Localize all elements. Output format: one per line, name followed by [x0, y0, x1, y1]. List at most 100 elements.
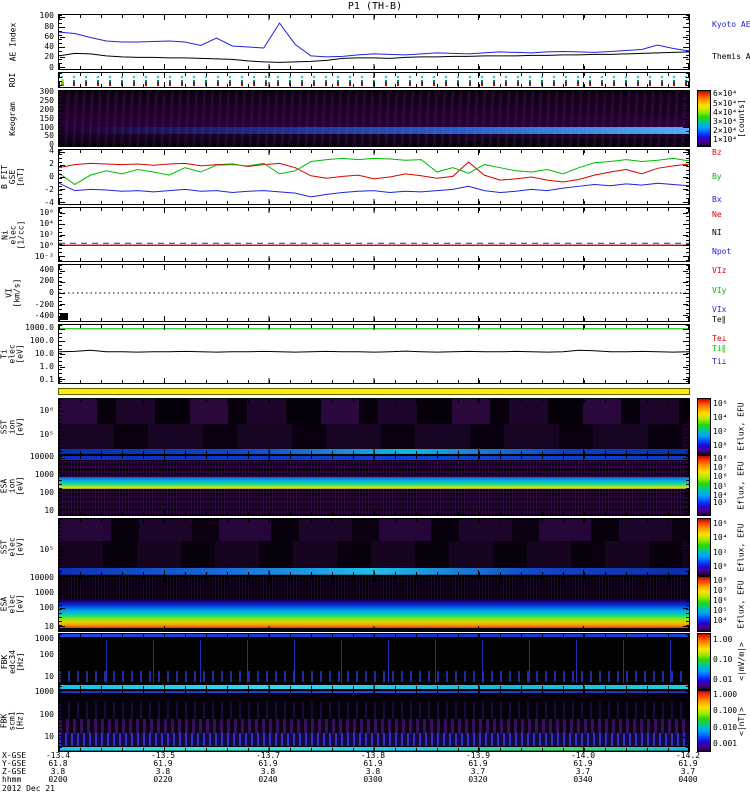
- ae-ytick-label-4: 20: [44, 52, 54, 62]
- y-major-tick-right-3: [683, 46, 688, 48]
- temp-ytick-label-3: 1.0: [39, 362, 54, 372]
- x-major-ticks-bottom: [59, 141, 689, 146]
- bottom-axis-value-x-2: -13.7: [255, 751, 281, 760]
- bottom-axis-value-x-3: -13.8: [360, 751, 386, 760]
- sst_ion-colorbar-unit-wrap: Eflux, EFU: [735, 398, 748, 455]
- bottom-axis: X-GSE -13.4 -13.5 -13.7 -13.8 -13.9 -14.0 -14.2…: [0, 752, 750, 800]
- esa_elec-spectrogram: [59, 577, 689, 631]
- sst_ion-plot-box: [58, 398, 690, 455]
- fbk_b-colorbar-unit: <|nT|>: [737, 706, 746, 736]
- y-minor-ticks-right: [686, 399, 689, 454]
- x-major-ticks-bottom: [59, 256, 689, 261]
- x-major-ticks-bottom: [59, 316, 689, 321]
- bottom-axis-row-label-hhmm: hhmm: [2, 775, 22, 784]
- sst_ion-colorbar-tick-1: 10⁴: [713, 412, 728, 422]
- panel-sst_elec: SST elec [eV] 10⁵ 10⁶ 10⁴ 10² 10⁰ Eflux, EFU: [0, 518, 750, 576]
- vi-ytick-label-1: 200: [39, 276, 54, 286]
- y-major-tick-right-0: [683, 152, 688, 154]
- y-major-tick-left-0: [60, 17, 65, 19]
- y-major-tick-left-3: [60, 46, 65, 48]
- temp-ytick-label-4: 0.1: [39, 375, 54, 385]
- panel-sst_ion: SST ion [eV] 10⁶ 10⁵ 10⁶ 10⁴ 10² 10⁰ Eflux, EFU: [0, 398, 750, 455]
- sst_elec-plot-box: [58, 518, 690, 576]
- bottom-axis-value-z-3: 3.8: [365, 767, 381, 776]
- y-major-tick-left-5: [60, 66, 65, 68]
- y-minor-ticks-left: [59, 577, 62, 631]
- keogram-colorbar-tick-1: 5×10⁴: [713, 98, 738, 108]
- ni-legend-label-1: NI: [712, 227, 722, 237]
- x-major-ticks-bottom: [59, 199, 689, 204]
- sst_ion-colorbar-unit: Eflux, EFU: [737, 402, 747, 451]
- fbk_e-spectrogram: [59, 634, 689, 689]
- y-minor-ticks-right: [686, 73, 689, 87]
- esa_elec-plot-box: [58, 576, 690, 632]
- esa_elec-ytick-label-3: 10: [44, 621, 54, 631]
- sst_elec-colorbar-tick-2: 10²: [713, 547, 728, 557]
- bottom-axis-value-z-0: 3.8: [50, 767, 66, 776]
- bottom-axis-value-y-2: 61.9: [258, 759, 278, 768]
- x-major-ticks-top: [59, 73, 689, 78]
- y-minor-ticks-left: [59, 399, 62, 454]
- sst_elec-colorbar-unit-wrap: Eflux, EFU: [735, 518, 748, 576]
- x-major-ticks-top: [59, 519, 689, 524]
- y-major-tick-right-2: [683, 293, 688, 294]
- esa_ion-spectrogram: [59, 456, 689, 515]
- y-major-tick-left-3: [60, 189, 65, 191]
- sst_elec-colorbar-tick-0: 10⁶: [713, 518, 728, 528]
- sst_ion-ytick-label-0: 10⁶: [39, 405, 54, 415]
- y-major-tick-right-2: [683, 676, 688, 678]
- bottom-axis-row-label-x: X-GSE: [2, 751, 27, 760]
- temp-legend-label-1: Te⊥: [712, 334, 727, 344]
- y-major-tick-left-0: [60, 213, 65, 215]
- bottom-axis-value-x-1: -13.5: [150, 751, 176, 760]
- roi-y-axis-title-text: ROI: [7, 72, 17, 88]
- esa_ion-colorbar-tick-0: 10⁸: [713, 454, 728, 464]
- y-major-tick-right-1: [683, 593, 688, 595]
- y-major-tick-right-4: [683, 315, 688, 317]
- panel-fbk_e: FBK edc34 [Hz] 1000 100 10 1.00 0.10 0.01 <|mV/…: [0, 633, 750, 690]
- x-major-ticks-bottom: [59, 378, 689, 383]
- y-major-tick-right-2: [683, 493, 688, 495]
- ae-legend-label-1: Themis AE: [712, 52, 750, 61]
- bottom-axis-row-label-z: Z-GSE: [2, 767, 27, 776]
- series-line: [59, 349, 689, 353]
- x-major-ticks-top: [59, 456, 689, 461]
- sst_elec-colorbar-tick-3: 10⁰: [713, 562, 728, 572]
- esa_ion-colorbar-tick-4: 10⁴: [713, 490, 728, 500]
- panel-temp: Ti elec [eV] 1000.0 100.0 10.0 1.0 0.1 Te∥ Te⊥ T…: [0, 315, 750, 385]
- y-major-tick-right-1: [683, 715, 688, 716]
- series-line: [59, 22, 689, 58]
- bottom-axis-value-z-5: 3.7: [575, 767, 591, 776]
- ni-ytick-label-0: 10⁶: [39, 207, 54, 217]
- keogram-ytick-label-5: 50: [44, 131, 54, 141]
- bottom-axis-value-x-5: -14.0: [570, 751, 596, 760]
- vi-ytick-label-0: 400: [39, 264, 54, 274]
- y-minor-ticks-right: [686, 577, 689, 631]
- fbk_b-colorbar-tick-3: 0.001: [713, 738, 738, 748]
- panel-vi: VI [km/s] 400 200 0 -200 -400 VIz VIy VIx: [0, 264, 750, 322]
- bottom-axis-value-z-1: 3.8: [155, 767, 171, 776]
- y-major-tick-right-0: [683, 458, 688, 460]
- temp-line-chart: [59, 328, 689, 353]
- esa_ion-colorbar: [697, 455, 711, 516]
- panel-bfit: B FIT GSE [nT] 4 2 0 -2 -4 Bz By Bx: [0, 146, 750, 207]
- y-major-tick-left-2: [60, 293, 65, 294]
- series-line: [59, 161, 689, 183]
- ni-ytick-label-3: 10⁰: [39, 240, 54, 250]
- sst_ion-colorbar-tick-3: 10⁰: [713, 441, 728, 451]
- vi-ytick-label-2: 0: [49, 288, 54, 297]
- y-major-tick-right-1: [683, 475, 688, 477]
- y-major-tick-right-0: [683, 213, 688, 215]
- keogram-colorbar-tick-4: 2×10⁴: [713, 125, 738, 135]
- esa_ion-colorbar-unit: Eflux, EFU: [737, 461, 747, 510]
- bfit-ytick-label-2: 0: [49, 172, 54, 181]
- y-major-tick-right-1: [683, 281, 688, 283]
- keogram-colorbar: [697, 90, 711, 147]
- ni-ytick-label-2: 10²: [39, 229, 54, 239]
- sst_ion-spectrogram: [59, 399, 689, 454]
- x-major-ticks-bottom: [59, 449, 689, 454]
- keogram-ytick-label-6: 0: [49, 140, 54, 150]
- esa_ion-ytick-label-3: 10: [44, 506, 54, 516]
- y-major-tick-right-2: [683, 177, 688, 178]
